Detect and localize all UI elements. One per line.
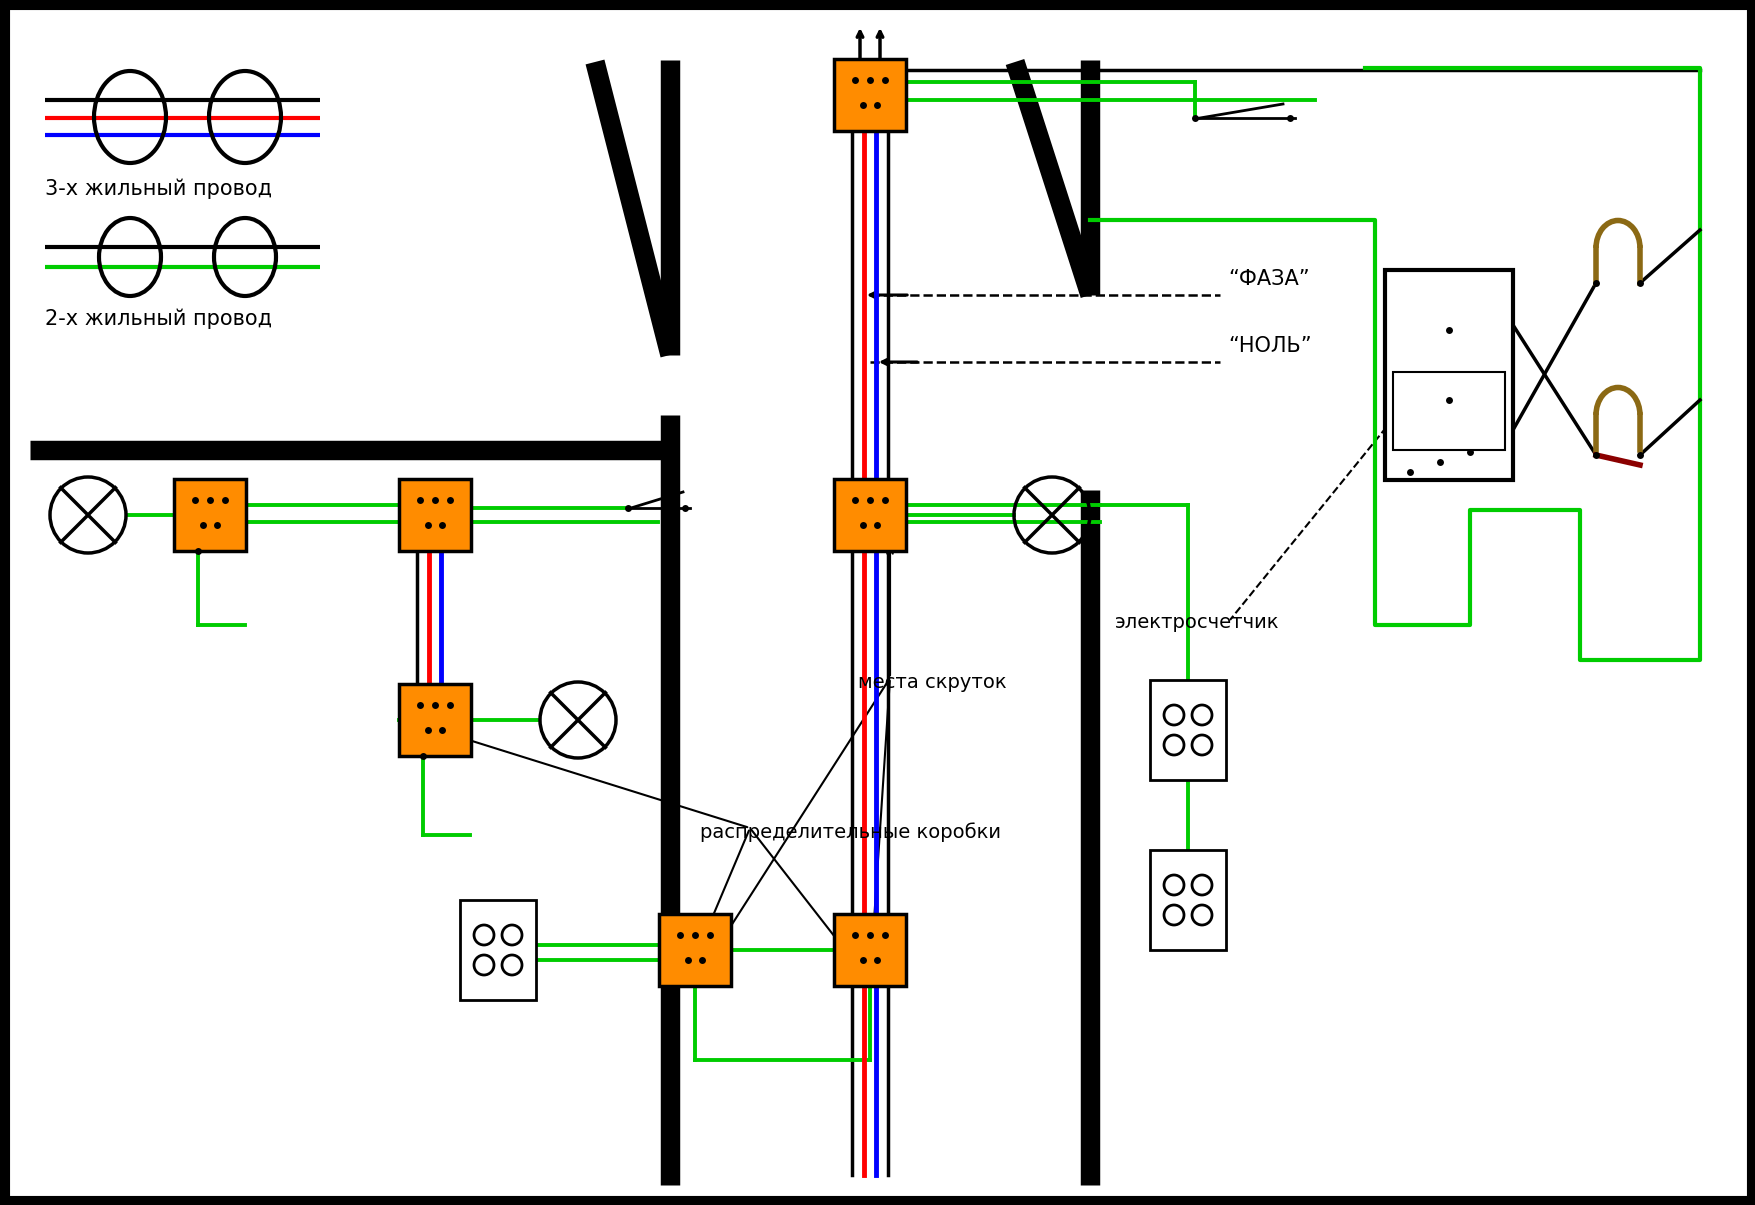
Bar [460, 900, 535, 1000]
Text: “ФАЗА”: “ФАЗА” [1227, 269, 1309, 289]
Bar [658, 915, 730, 986]
Text: 2-х жильный провод: 2-х жильный провод [46, 308, 272, 329]
Bar [398, 684, 470, 756]
Bar [174, 480, 246, 551]
Bar [834, 59, 906, 131]
Text: 3-х жильный провод: 3-х жильный провод [46, 178, 272, 199]
Bar [1150, 680, 1225, 780]
Text: электросчетчик: электросчетчик [1114, 613, 1279, 631]
Bar [1150, 850, 1225, 950]
Text: “НОЛЬ”: “НОЛЬ” [1227, 336, 1311, 355]
Bar [1392, 372, 1504, 449]
Bar [834, 915, 906, 986]
Bar [398, 480, 470, 551]
Text: распределительные коробки: распределительные коробки [700, 822, 1000, 842]
Bar [1385, 270, 1513, 480]
Text: места скруток: места скруток [858, 674, 1006, 692]
Bar [834, 480, 906, 551]
